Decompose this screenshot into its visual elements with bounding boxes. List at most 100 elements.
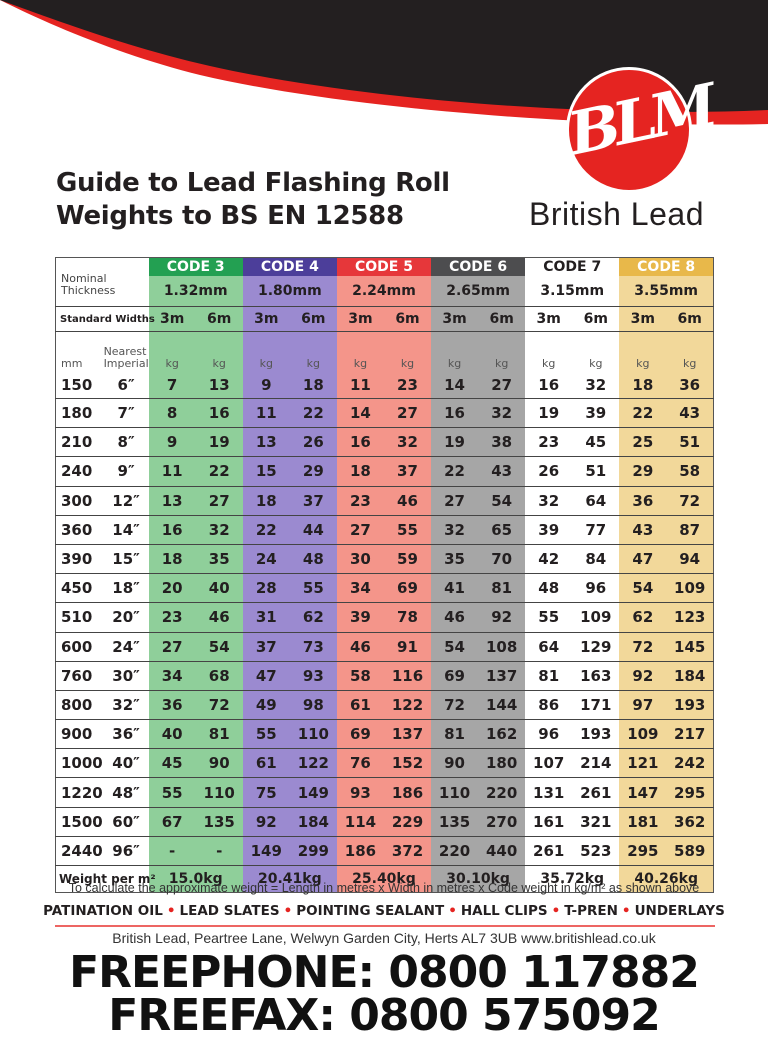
weight-cell: 81 [195, 719, 243, 750]
code-header: CODE 6 [431, 257, 526, 276]
weight-cell: 19 [431, 427, 479, 458]
width-mm: 150 [55, 372, 104, 399]
weight-cell: 40 [148, 719, 196, 750]
weight-cell: 22 [195, 456, 243, 487]
product-item: PATINATION OIL [43, 903, 163, 919]
weight-cell: 14 [336, 398, 384, 429]
weight-cell: 38 [478, 427, 526, 458]
weight-cell: 92 [478, 602, 526, 633]
thickness-value: 3.15mm [525, 276, 620, 307]
weight-cell: 45 [572, 427, 620, 458]
weight-cell: 47 [242, 661, 290, 691]
unit-kg: kg [383, 331, 432, 372]
width-imperial: 12″ [103, 486, 149, 516]
thickness-value: 3.55mm [619, 276, 714, 307]
weight-cell: 270 [478, 807, 526, 837]
width-imperial: 18″ [103, 573, 149, 604]
weight-cell: 54 [478, 486, 526, 516]
weight-cell: 67 [148, 807, 196, 837]
weight-cell: 46 [383, 486, 432, 516]
width-mm: 1000 [55, 748, 104, 779]
weight-cell: 295 [666, 777, 714, 808]
weight-cell: 144 [478, 690, 526, 721]
product-item: HALL CLIPS [460, 903, 548, 919]
weight-cell: 72 [619, 632, 667, 662]
weight-cell: 9 [148, 427, 196, 458]
weight-cell: 186 [383, 777, 432, 808]
weight-cell: 137 [478, 661, 526, 691]
width-imperial: 36″ [103, 719, 149, 750]
width-6m: 6m [478, 306, 526, 332]
title-line-2: Weights to BS EN 12588 [56, 201, 404, 231]
table-row: 180 7″ 8 16 11 22 14 27 16 32 19 39 22 43 [55, 398, 714, 429]
weight-cell: 23 [336, 486, 384, 516]
weight-cell: 32 [525, 486, 573, 516]
weight-cell: 77 [572, 515, 620, 545]
logo-text: BLM [569, 70, 711, 171]
weight-cell: 32 [195, 515, 243, 545]
address: British Lead, Peartree Lane, Welwyn Gard… [112, 930, 656, 946]
weight-cell: 27 [383, 398, 432, 429]
weight-cell: 261 [572, 777, 620, 808]
title-line-1: Guide to Lead Flashing Roll [56, 168, 450, 198]
weight-per-m2-value: 15.0kg [148, 865, 243, 893]
weight-cell: 27 [148, 632, 196, 662]
width-imperial: 30″ [103, 661, 149, 691]
weight-cell: 186 [336, 836, 384, 867]
weight-cell: 299 [289, 836, 337, 867]
weight-cell: 98 [289, 690, 337, 721]
thickness-value: 2.24mm [336, 276, 432, 307]
table-row: 1500 60″ 67 135 92 184 114 229 135 270 161 321 181 36… [55, 807, 714, 837]
weight-cell: 34 [148, 661, 196, 691]
code-header: CODE 3 [148, 257, 243, 276]
weight-cell: 121 [619, 748, 667, 779]
weight-cell: 76 [336, 748, 384, 779]
width-3m: 3m [525, 306, 573, 332]
width-3m: 3m [148, 306, 196, 332]
unit-row: mm Nearest Imperial kg kg kg kg kg kg kg kg kg kg kg… [56, 331, 714, 372]
weight-cell: - [195, 836, 243, 867]
weight-cell: 27 [431, 486, 479, 516]
weight-cell: 147 [619, 777, 667, 808]
code-header: CODE 5 [336, 257, 432, 276]
weight-cell: 54 [431, 632, 479, 662]
table-row: 900 36″ 40 81 55 110 69 137 81 162 96 193 109 217 [55, 719, 714, 750]
unit-kg: kg [619, 331, 667, 372]
weight-cell: 48 [525, 573, 573, 604]
weight-cell: 54 [195, 632, 243, 662]
product-item: UNDERLAYS [634, 903, 725, 919]
standard-widths-row: Standard Widths 3m 6m 3m 6m 3m 6m 3m 6m 3m 6m 3m 6m [55, 306, 714, 332]
weight-per-m2-value: 35.72kg [525, 865, 620, 893]
weight-cell: 16 [525, 372, 573, 399]
weight-cell: 72 [666, 486, 714, 516]
width-mm: 600 [55, 632, 104, 662]
nominal-thickness-label: Nominal Thickness [55, 257, 149, 307]
weight-cell: 135 [431, 807, 479, 837]
width-imperial: 14″ [103, 515, 149, 545]
weight-cell: 109 [572, 602, 620, 633]
weight-cell: 19 [525, 398, 573, 429]
width-imperial: 96″ [103, 836, 149, 867]
page-title: Guide to Lead Flashing Roll Weights to B… [56, 167, 450, 233]
weight-cell: 40 [195, 573, 243, 604]
weight-cell: 70 [478, 544, 526, 575]
width-imperial: 15″ [103, 544, 149, 575]
weight-cell: 92 [619, 661, 667, 691]
weight-cell: 46 [195, 602, 243, 633]
width-6m: 6m [289, 306, 337, 332]
table-row: 510 20″ 23 46 31 62 39 78 46 92 55 109 62 123 [55, 602, 714, 633]
weight-cell: 184 [289, 807, 337, 837]
weight-cell: 149 [242, 836, 290, 867]
weight-cell: 19 [195, 427, 243, 458]
weight-cell: 94 [666, 544, 714, 575]
width-imperial: 7″ [103, 398, 149, 429]
weight-cell: 28 [242, 573, 290, 604]
width-mm: 360 [55, 515, 104, 545]
weight-per-m2-row: Weight per m² 15.0kg 20.41kg 25.40kg 30.10kg… [56, 865, 714, 893]
weight-cell: 62 [289, 602, 337, 633]
weight-cell: 78 [383, 602, 432, 633]
weight-cell: 30 [336, 544, 384, 575]
weight-cell: 16 [148, 515, 196, 545]
width-mm: 210 [55, 427, 104, 458]
weight-per-m2-value: 40.26kg [619, 865, 714, 893]
